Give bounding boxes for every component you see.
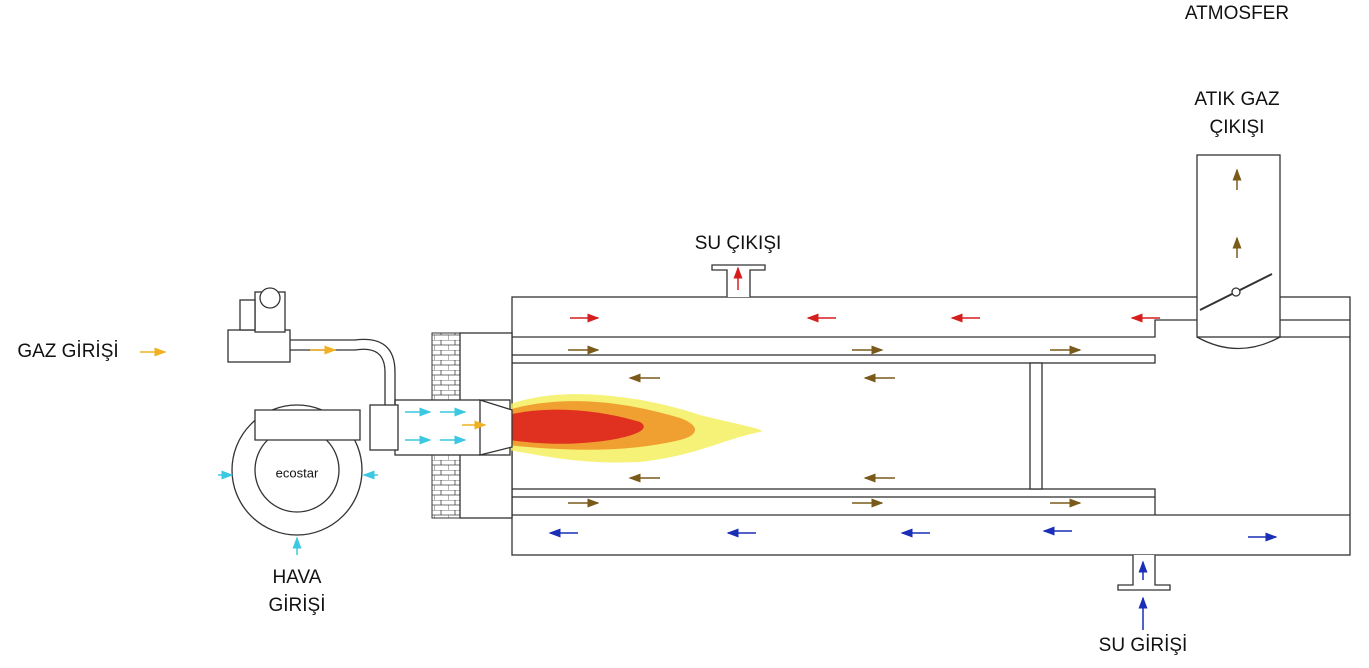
- air-inlet-label: GİRİŞİ: [268, 595, 325, 616]
- brand: ecostar: [276, 465, 319, 480]
- atmosphere-label: ATMOSFER: [1185, 3, 1289, 24]
- flow-arrows: [218, 168, 1278, 630]
- burner: ecostar: [140, 287, 513, 536]
- water-inlet-label: SU GİRİŞİ: [1099, 635, 1188, 656]
- air-inlet-label: HAVA: [273, 567, 322, 588]
- gas-inlet-label: GAZ GİRİŞİ: [17, 341, 118, 362]
- boiler: [431, 154, 1351, 591]
- flame: [508, 394, 762, 463]
- water-outlet-label: SU ÇIKIŞI: [695, 233, 782, 254]
- exhaust-label: ATIK GAZ: [1194, 89, 1280, 110]
- exhaust-label: ÇIKIŞI: [1210, 117, 1265, 138]
